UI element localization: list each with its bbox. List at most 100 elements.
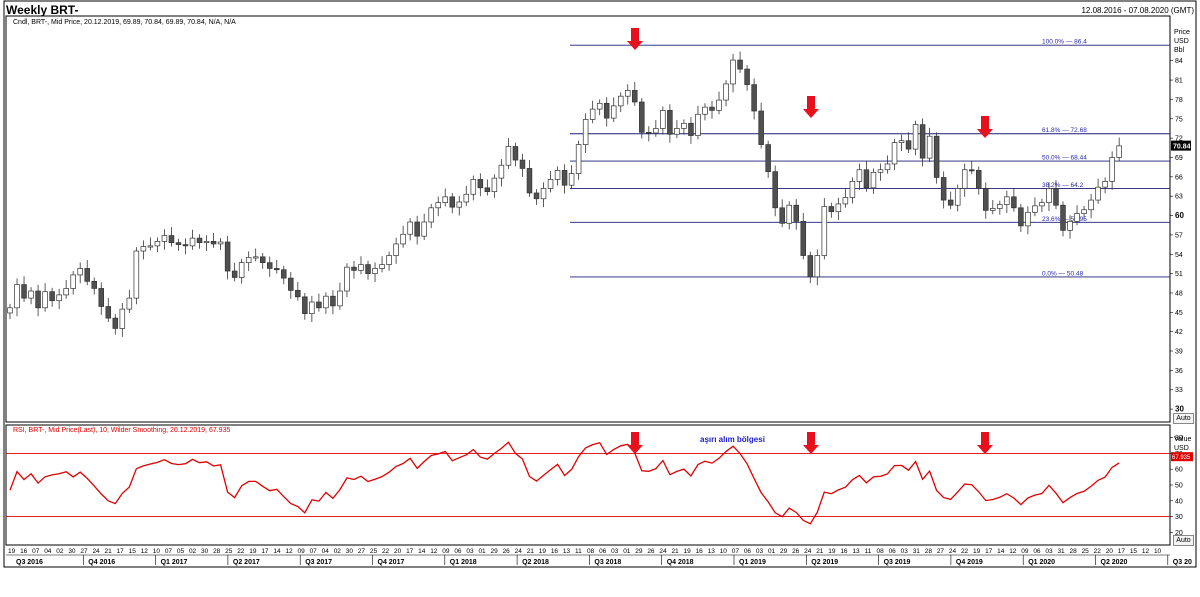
rsi-last-tag: [1171, 452, 1193, 462]
week-tick-label: 03: [466, 548, 474, 555]
candle-body: [477, 179, 484, 189]
rsi-line: [9, 441, 1120, 525]
candle-body: [203, 241, 210, 243]
price-tick-label: 51: [1175, 271, 1183, 278]
candle-body: [1102, 181, 1108, 188]
week-tick-label: 17: [261, 548, 269, 555]
price-tick-label: 60: [1175, 211, 1184, 220]
rsi-last-value: 67.935: [1172, 455, 1191, 461]
candle-body: [372, 268, 378, 274]
candle-body: [70, 274, 76, 289]
week-tick-label: 31: [1057, 548, 1065, 555]
week-tick-label: 22: [961, 548, 969, 555]
rsi-series: [6, 441, 1170, 525]
candle-body: [1067, 221, 1073, 231]
candle-body: [933, 135, 940, 178]
candle-body: [7, 307, 13, 314]
candle-body: [646, 131, 652, 134]
candle-body: [730, 59, 736, 85]
candle-body: [42, 291, 48, 309]
week-tick-label: 15: [129, 548, 137, 555]
candle-body: [449, 196, 456, 208]
week-tick-label: 24: [659, 548, 667, 555]
week-tick-label: 14: [418, 548, 426, 555]
candle-body: [330, 295, 336, 307]
candle-body: [316, 301, 322, 309]
week-tick-label: 17: [117, 548, 125, 555]
week-tick-label: 12: [1009, 548, 1017, 555]
outer-border: [3, 0, 1197, 568]
candle-body: [400, 233, 406, 245]
fib-level-label: 38.2% — 64.2: [1042, 182, 1084, 189]
candle-body: [105, 306, 112, 319]
week-tick-label: 26: [503, 548, 511, 555]
week-tick-label: 10: [720, 548, 728, 555]
date-range: 12.08.2016 - 07.08.2020 (GMT): [1081, 6, 1194, 15]
week-tick-label: 25: [1082, 548, 1090, 555]
week-tick-label: 25: [370, 548, 378, 555]
rsi-tick-label: 50: [1175, 483, 1183, 490]
price-auto-scale-button[interactable]: Auto: [1173, 413, 1194, 424]
candle-body: [196, 237, 203, 243]
candle-body: [491, 177, 498, 193]
candle-body: [112, 317, 119, 329]
candle-body: [940, 177, 947, 201]
quarter-label: Q1 2019: [739, 559, 766, 566]
week-tick-label: 15: [1130, 548, 1138, 555]
week-tick-label: 03: [611, 548, 619, 555]
price-tick-label: 36: [1175, 368, 1183, 375]
price-tick-label: 33: [1175, 387, 1183, 394]
week-tick-label: 30: [68, 548, 76, 555]
week-tick-label: 31: [913, 548, 921, 555]
candle-body: [210, 241, 217, 245]
candle-body: [505, 146, 512, 166]
candle-body: [983, 188, 989, 211]
week-tick-label: 09: [442, 548, 450, 555]
quarter-label: Q1 2020: [1028, 559, 1055, 566]
last-price-tag: [1171, 140, 1191, 151]
week-tick-label: 21: [527, 548, 535, 555]
candle-body: [919, 124, 926, 159]
candle-body: [470, 179, 477, 195]
quarter-label: Q3 2017: [305, 559, 332, 566]
candle-body: [828, 206, 835, 213]
quarter-label: Q1 2018: [450, 559, 477, 566]
candle-body: [217, 241, 224, 245]
price-tick-label: 72: [1175, 136, 1183, 143]
marker-arrows: [627, 28, 993, 454]
week-tick-label: 05: [177, 548, 185, 555]
candle-body: [182, 244, 189, 247]
price-axis-title-line: Price: [1174, 29, 1190, 36]
candle-body: [667, 110, 673, 135]
week-tick-label: 12: [141, 548, 149, 555]
candle-body: [926, 135, 933, 159]
week-tick-label: 08: [877, 548, 885, 555]
week-tick-label: 24: [949, 548, 957, 555]
candle-body: [428, 207, 434, 223]
candle-body: [498, 164, 505, 179]
week-tick-label: 21: [671, 548, 679, 555]
time-axis: 19 16 07 04 02 30 27 24 21 17 15 12 10 07 05 02 30 28 25 22…: [8, 548, 1192, 566]
rsi-auto-scale-button[interactable]: Auto: [1173, 535, 1194, 546]
week-tick-label: 03: [756, 548, 764, 555]
week-tick-label: 06: [744, 548, 752, 555]
candle-body: [84, 268, 90, 282]
week-tick-label: 03: [901, 548, 909, 555]
quarter-label: Q2 2018: [522, 559, 549, 566]
week-tick-label: 02: [334, 548, 342, 555]
candle-body: [568, 173, 575, 186]
rsi-tick-label: 40: [1175, 498, 1183, 505]
week-tick-label: 06: [1033, 548, 1041, 555]
week-tick-label: 22: [1094, 548, 1102, 555]
candle-body: [140, 246, 147, 252]
week-tick-label: 01: [478, 548, 486, 555]
week-tick-label: 22: [237, 548, 245, 555]
candle-body: [1116, 145, 1122, 158]
fib-level-label: 100.0% — 86.4: [1042, 39, 1087, 46]
week-tick-label: 24: [92, 548, 100, 555]
rsi-axis: 2030405060708067.935: [1170, 435, 1193, 537]
rsi-tick-label: 60: [1175, 467, 1183, 474]
quarter-label: Q2 2017: [233, 559, 260, 566]
candle-body: [175, 242, 182, 245]
candle-body: [519, 159, 526, 169]
